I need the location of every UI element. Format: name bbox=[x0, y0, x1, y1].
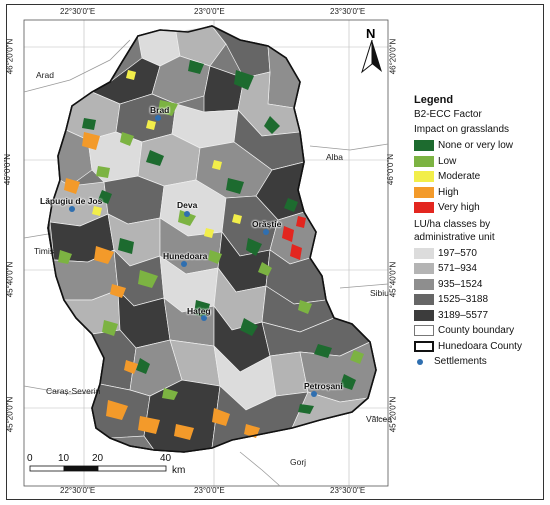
region-gorj: Gorj bbox=[290, 457, 307, 467]
north-arrow-icon bbox=[361, 40, 382, 74]
scale-unit: km bbox=[172, 465, 186, 476]
north-arrow: N bbox=[360, 26, 384, 74]
swatch-none bbox=[414, 140, 434, 152]
legend-label: Low bbox=[438, 155, 457, 167]
coord-bottom-2: 23°0'0"E bbox=[194, 486, 225, 495]
legend-lu-4: 1525–3188 bbox=[414, 292, 546, 308]
region-timis: Timiș bbox=[34, 246, 54, 256]
legend-impact-very-high: Very high bbox=[414, 200, 546, 216]
scale-tick-40: 40 bbox=[160, 453, 172, 464]
legend-label: 571–934 bbox=[438, 263, 477, 275]
settlement-markers bbox=[69, 115, 317, 397]
swatch-hunedoara-county bbox=[414, 340, 434, 352]
legend-label: 3189–5577 bbox=[438, 309, 489, 321]
settlement-brad: Brad bbox=[150, 105, 170, 115]
legend-label: Very high bbox=[438, 202, 480, 214]
map-area-frame bbox=[23, 19, 389, 487]
legend-lu-heading-1: LU/ha classes by bbox=[414, 218, 491, 230]
scale-tick-0: 0 bbox=[27, 453, 33, 464]
legend-hunedoara-county: Hunedoara County bbox=[414, 339, 546, 355]
legend-lu-2: 571–934 bbox=[414, 261, 546, 277]
legend-impact-none: None or very low bbox=[414, 138, 546, 154]
settlement-petrosani: Petroșani bbox=[304, 381, 343, 391]
legend-lu-heading-2: administrative unit bbox=[414, 231, 495, 243]
legend-lu-1: 197–570 bbox=[414, 246, 546, 262]
region-arad: Arad bbox=[36, 70, 54, 80]
legend-title: Legend bbox=[414, 94, 454, 106]
legend-label: 935–1524 bbox=[438, 278, 483, 290]
coord-top-1: 22°30'0"E bbox=[60, 7, 96, 16]
legend-label: High bbox=[438, 186, 459, 198]
legend-impact-heading: Impact on grasslands bbox=[414, 124, 510, 135]
swatch-moderate bbox=[414, 171, 434, 183]
swatch-lu-1 bbox=[414, 247, 434, 259]
swatch-high bbox=[414, 186, 434, 198]
legend-lu-3: 935–1524 bbox=[414, 277, 546, 293]
hunedoara-county-outline bbox=[47, 25, 377, 453]
legend-county-boundary: County boundary bbox=[414, 323, 546, 339]
legend-label: Settlements bbox=[434, 356, 487, 368]
scale-tick-20: 20 bbox=[92, 453, 104, 464]
map-legend: Legend B2-ECC Factor Impact on grassland… bbox=[414, 94, 546, 370]
settlement-dot-icon bbox=[417, 358, 423, 365]
legend-label: 197–570 bbox=[438, 247, 477, 259]
region-sibiu: Sibiu bbox=[370, 288, 389, 298]
coord-bottom-1: 22°30'0"E bbox=[60, 486, 96, 495]
legend-label: Hunedoara County bbox=[438, 340, 522, 352]
swatch-lu-5 bbox=[414, 309, 434, 321]
legend-lu-5: 3189–5577 bbox=[414, 308, 546, 324]
legend-impact-moderate: Moderate bbox=[414, 169, 546, 185]
settlement-hunedoara: Hunedoara bbox=[163, 251, 208, 261]
coord-bottom-3: 23°30'0"E bbox=[330, 486, 366, 495]
region-valcea: Vâlcea bbox=[366, 414, 392, 424]
swatch-lu-2 bbox=[414, 263, 434, 275]
legend-settlements: Settlements bbox=[414, 354, 546, 370]
settlement-hateg: Hațeg bbox=[187, 306, 211, 316]
swatch-low bbox=[414, 155, 434, 167]
legend-impact-high: High bbox=[414, 185, 546, 201]
legend-label: None or very low bbox=[438, 140, 514, 152]
legend-label: Moderate bbox=[438, 171, 481, 183]
legend-impact-low: Low bbox=[414, 154, 546, 170]
swatch-county-boundary bbox=[414, 325, 434, 337]
settlement-deva: Deva bbox=[177, 200, 198, 210]
legend-label: 1525–3188 bbox=[438, 294, 489, 306]
region-alba: Alba bbox=[326, 152, 344, 162]
scale-bar bbox=[29, 465, 167, 472]
swatch-lu-4 bbox=[414, 294, 434, 306]
region-caras-severin: Caraș-Severin bbox=[46, 386, 101, 396]
swatch-lu-3 bbox=[414, 278, 434, 290]
legend-label: County boundary bbox=[438, 325, 515, 337]
swatch-very-high bbox=[414, 202, 434, 214]
settlement-lapugiu-de-jos: Lăpugiu de Jos bbox=[40, 196, 103, 206]
legend-factor: B2-ECC Factor bbox=[414, 109, 482, 120]
scale-tick-10: 10 bbox=[58, 453, 70, 464]
settlement-orastie: Orăștie bbox=[252, 219, 282, 229]
coord-top-2: 23°0'0"E bbox=[194, 7, 225, 16]
coord-top-3: 23°30'0"E bbox=[330, 7, 366, 16]
north-label: N bbox=[366, 26, 376, 41]
